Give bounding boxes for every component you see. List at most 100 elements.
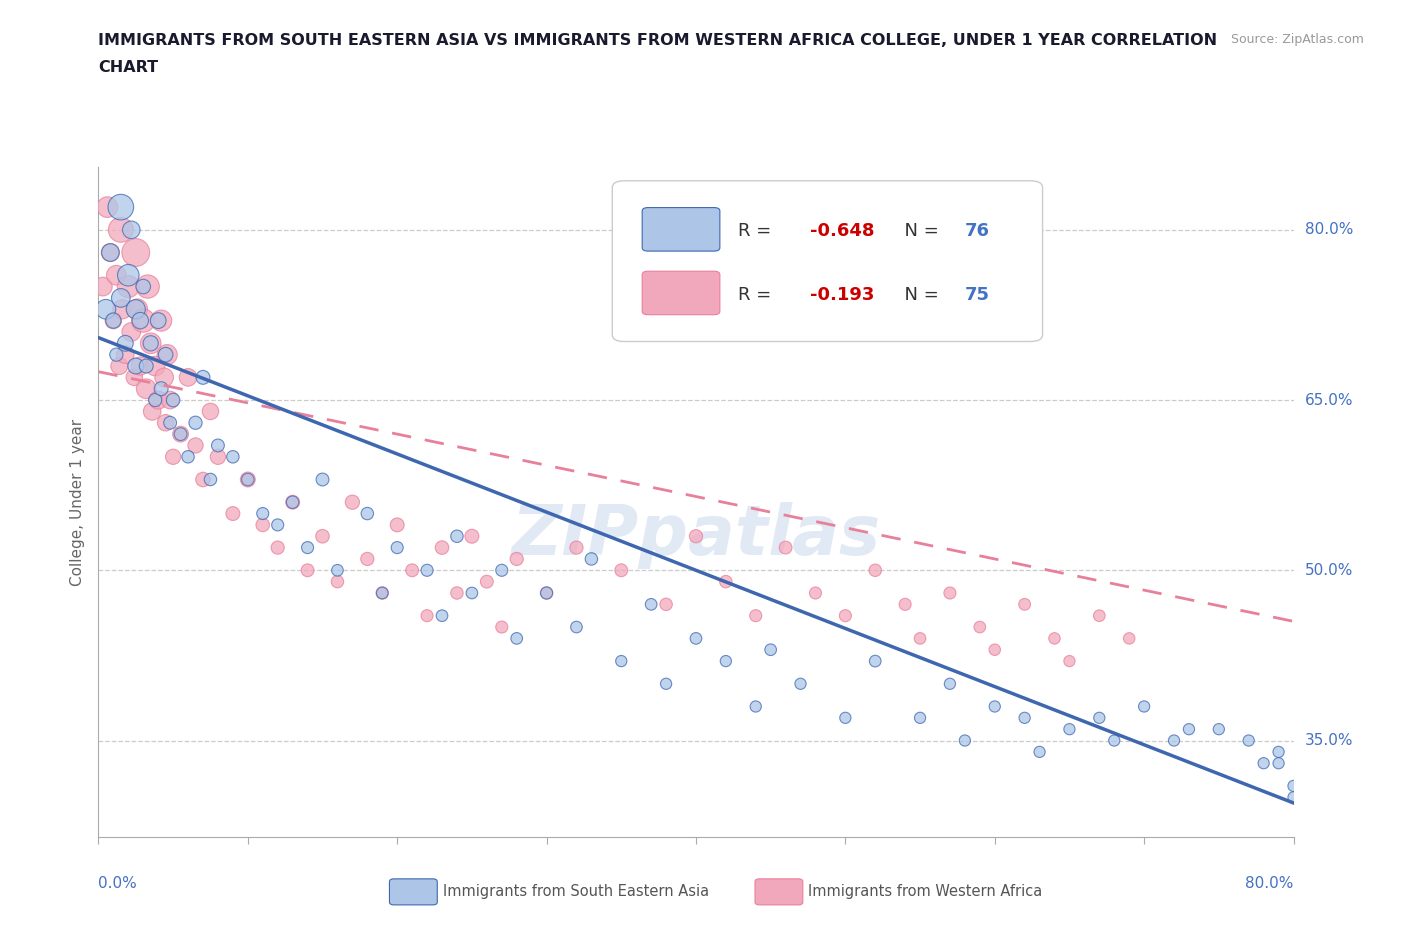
Point bbox=[150, 381, 173, 396]
Point bbox=[200, 472, 222, 487]
Point bbox=[416, 563, 439, 578]
Point bbox=[1118, 631, 1140, 645]
Point bbox=[983, 699, 1005, 714]
Point bbox=[610, 654, 633, 669]
Point bbox=[110, 290, 132, 305]
Point bbox=[1043, 631, 1066, 645]
Point bbox=[326, 574, 349, 589]
Text: -0.648: -0.648 bbox=[810, 222, 875, 240]
Text: N =: N = bbox=[893, 286, 945, 303]
Point bbox=[200, 404, 222, 418]
Text: CHART: CHART bbox=[98, 60, 159, 75]
Point bbox=[581, 551, 603, 566]
Point bbox=[326, 563, 349, 578]
Point bbox=[150, 313, 173, 328]
Text: 76: 76 bbox=[965, 222, 990, 240]
Point bbox=[834, 711, 856, 725]
Point bbox=[156, 347, 179, 362]
Point bbox=[207, 449, 229, 464]
Point bbox=[446, 586, 468, 601]
Point bbox=[96, 200, 118, 215]
Point bbox=[491, 563, 513, 578]
Y-axis label: College, Under 1 year: College, Under 1 year bbox=[70, 418, 86, 586]
Point bbox=[252, 517, 274, 532]
Point bbox=[430, 540, 453, 555]
Point bbox=[120, 325, 142, 339]
Point bbox=[1208, 722, 1230, 737]
FancyBboxPatch shape bbox=[612, 180, 1043, 341]
Point bbox=[162, 449, 184, 464]
Point bbox=[141, 404, 163, 418]
Point bbox=[103, 313, 125, 328]
Point bbox=[759, 643, 782, 658]
Point bbox=[129, 359, 152, 374]
Point bbox=[565, 540, 588, 555]
Point bbox=[1059, 654, 1081, 669]
Point bbox=[1178, 722, 1201, 737]
Point bbox=[105, 268, 128, 283]
Point bbox=[983, 643, 1005, 658]
Point bbox=[207, 438, 229, 453]
Point bbox=[191, 370, 214, 385]
Point bbox=[159, 416, 181, 431]
Point bbox=[506, 631, 529, 645]
Point bbox=[184, 416, 207, 431]
Point bbox=[125, 302, 148, 317]
Point bbox=[252, 506, 274, 521]
Point bbox=[1163, 733, 1185, 748]
Point bbox=[506, 551, 529, 566]
Point bbox=[136, 279, 159, 294]
Text: -0.193: -0.193 bbox=[810, 286, 875, 303]
Point bbox=[124, 370, 146, 385]
Point bbox=[908, 711, 931, 725]
Point bbox=[446, 529, 468, 544]
Point bbox=[894, 597, 917, 612]
Point bbox=[148, 313, 170, 328]
Text: N =: N = bbox=[893, 222, 945, 240]
Point bbox=[132, 279, 155, 294]
Point bbox=[385, 540, 409, 555]
Point bbox=[953, 733, 976, 748]
Text: 80.0%: 80.0% bbox=[1246, 876, 1294, 891]
Point bbox=[745, 699, 768, 714]
Point bbox=[117, 279, 139, 294]
Point bbox=[177, 449, 200, 464]
Point bbox=[135, 381, 157, 396]
Point bbox=[105, 347, 128, 362]
Text: ZIPpatlas: ZIPpatlas bbox=[512, 502, 880, 569]
Point bbox=[159, 392, 181, 407]
Point bbox=[297, 540, 319, 555]
Point bbox=[969, 619, 991, 634]
Point bbox=[111, 302, 134, 317]
Point bbox=[139, 336, 162, 351]
Point bbox=[236, 472, 259, 487]
Point bbox=[536, 586, 558, 601]
Point bbox=[153, 370, 176, 385]
Point bbox=[536, 586, 558, 601]
Point bbox=[908, 631, 931, 645]
Point bbox=[125, 246, 148, 260]
Point bbox=[745, 608, 768, 623]
Point bbox=[155, 416, 177, 431]
Point bbox=[714, 654, 737, 669]
Point bbox=[834, 608, 856, 623]
Point bbox=[110, 200, 132, 215]
Point bbox=[640, 597, 662, 612]
FancyBboxPatch shape bbox=[643, 207, 720, 251]
Point bbox=[222, 449, 245, 464]
Point bbox=[475, 574, 498, 589]
Point bbox=[129, 313, 152, 328]
Point bbox=[135, 359, 157, 374]
Point bbox=[685, 631, 707, 645]
Point bbox=[565, 619, 588, 634]
Text: 80.0%: 80.0% bbox=[1305, 222, 1353, 237]
Point bbox=[169, 427, 191, 442]
Point bbox=[184, 438, 207, 453]
Point bbox=[865, 654, 887, 669]
Point bbox=[1014, 711, 1036, 725]
Text: Immigrants from South Eastern Asia: Immigrants from South Eastern Asia bbox=[443, 884, 709, 899]
Point bbox=[162, 392, 184, 407]
Point bbox=[401, 563, 423, 578]
Point bbox=[103, 313, 125, 328]
Point bbox=[939, 586, 962, 601]
